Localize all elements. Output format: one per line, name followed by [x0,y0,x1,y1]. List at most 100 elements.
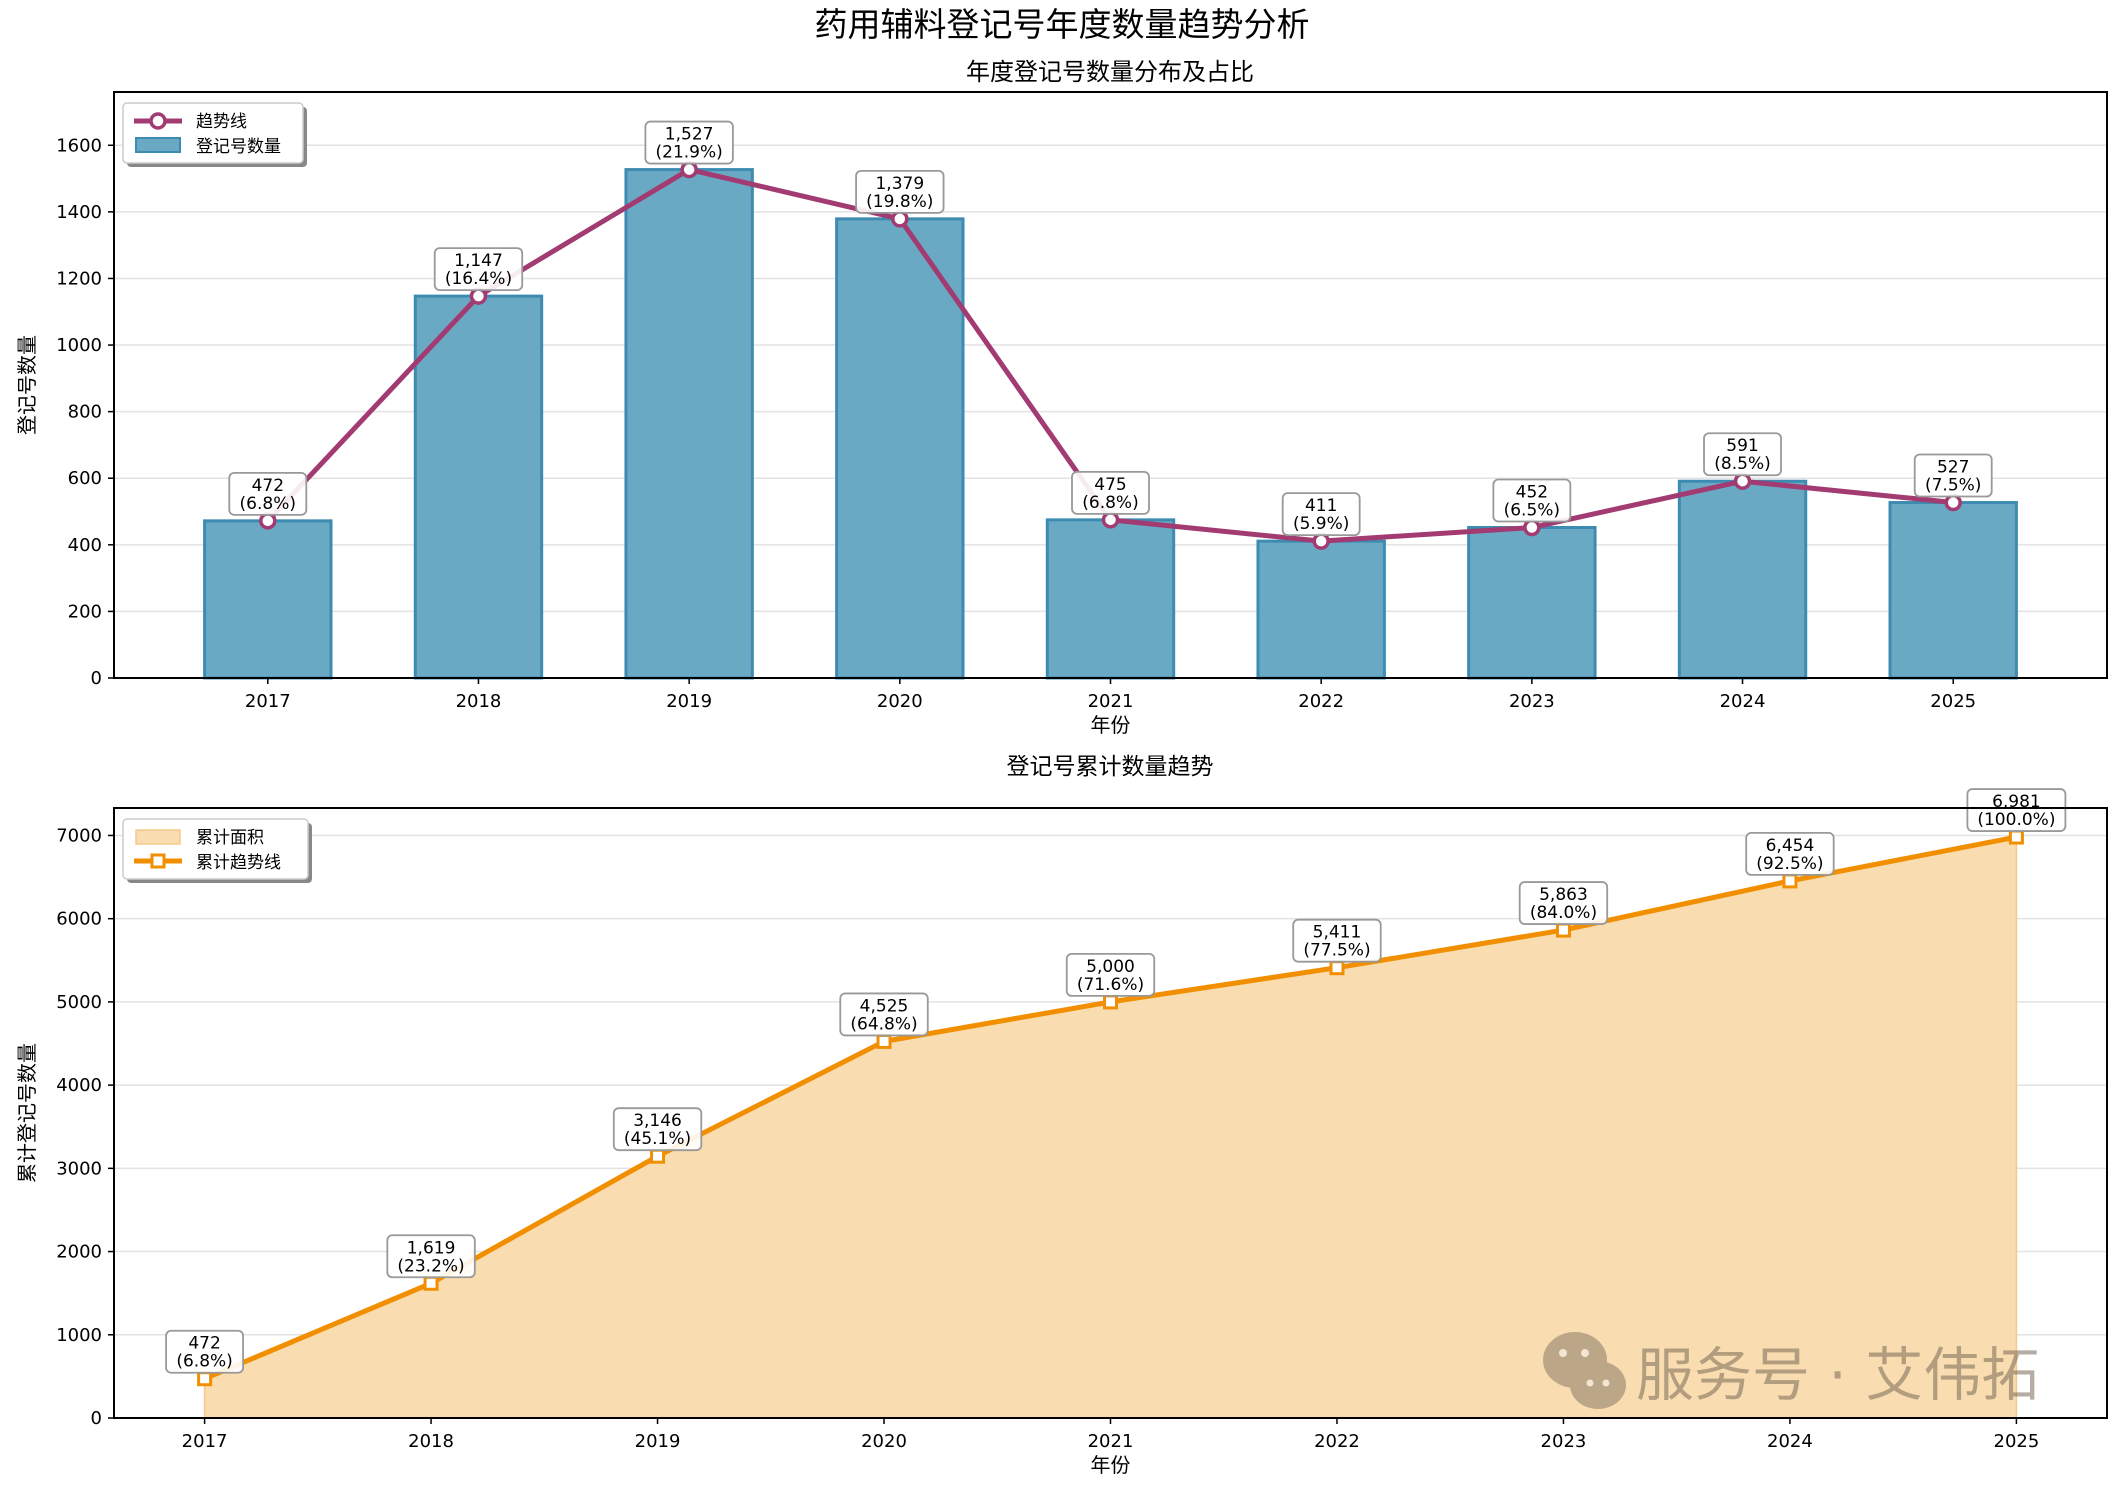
bar [1467,526,1597,680]
y-tick-label: 6000 [56,909,102,930]
data-label: 5,863(84.0%) [1518,881,1609,925]
subplot-title-annual: 年度登记号数量分布及占比 [966,58,1254,86]
trend-marker [1101,511,1120,529]
x-tick-label: 2017 [182,1431,228,1452]
x-tick-label: 2022 [1314,1431,1360,1452]
legend-trend-marker [149,112,167,130]
y-tick-label: 7000 [56,825,102,846]
data-label-value: 6,454 [1766,836,1815,856]
bar [413,294,544,680]
data-label-percent: (5.9%) [1293,514,1349,534]
data-label: 6,981(100.0%) [1966,788,2067,832]
data-label-value: 472 [188,1334,220,1354]
data-label-value: 5,863 [1539,885,1588,905]
x-tick-label: 2023 [1541,1431,1587,1452]
subplot-title-cumulative: 登记号累计数量趋势 [1007,754,1214,780]
data-label: 1,527(21.9%) [644,120,734,165]
cumulative-marker [1555,922,1571,938]
data-label-percent: (92.5%) [1756,854,1823,874]
trend-marker [1312,532,1330,550]
x-tick-label: 2024 [1720,691,1766,712]
y-tick-label: 400 [68,535,102,556]
data-label-value: 4,525 [860,996,909,1016]
x-tick-label: 2018 [456,691,502,712]
data-label-box [644,120,734,165]
bar [835,217,965,680]
data-label-percent: (100.0%) [1977,810,2055,830]
data-label-box [1281,492,1361,537]
x-tick-label: 2020 [861,1431,907,1452]
x-tick-label: 2025 [1994,1431,2040,1452]
data-label-percent: (6.8%) [176,1352,232,1372]
x-tick-label: 2025 [1930,691,1976,712]
y-axis-label: 累计登记号数量 [15,1043,39,1183]
data-label-box [1071,470,1150,515]
data-label-percent: (19.8%) [866,192,933,212]
bar [1256,539,1386,680]
data-label: 411(5.9%) [1281,492,1361,537]
trend-marker [891,210,909,228]
y-tick-label: 3000 [56,1158,102,1179]
data-label: 5,000(71.6%) [1065,953,1156,997]
bar [624,168,754,680]
cumulative-marker [1782,873,1798,889]
legend-bar-swatch [135,137,181,153]
data-label-percent: (6.8%) [1082,493,1138,513]
y-tick-label: 5000 [56,992,102,1013]
cumulative-marker [423,1275,439,1291]
data-label-box [1913,453,1993,498]
trend-marker [1523,518,1541,537]
y-tick-label: 0 [91,668,102,689]
data-label: 6,454(92.5%) [1745,832,1835,876]
data-label-box [839,992,929,1037]
trend-marker [680,160,698,179]
data-label-box [165,1329,244,1374]
legend-label: 累计趋势线 [196,853,281,873]
data-label-box [1745,832,1835,876]
cumulative-marker [1329,960,1345,976]
legend-label: 登记号数量 [196,137,281,157]
x-tick-label: 2019 [666,691,712,712]
data-label-percent: (71.6%) [1077,975,1144,995]
data-label-percent: (64.8%) [850,1014,917,1034]
trend-marker [1944,493,1962,512]
data-label: 5,411(77.5%) [1292,918,1382,963]
data-label-value: 5,411 [1313,923,1362,943]
data-label-box [1703,432,1782,477]
data-label-box [1518,881,1609,925]
data-label-value: 1,527 [665,125,714,145]
y-tick-label: 1000 [56,335,102,356]
data-label-percent: (6.5%) [1504,501,1560,521]
data-label: 3,146(45.1%) [612,1107,703,1152]
cumulative-marker [2008,829,2024,845]
x-tick-label: 2023 [1509,691,1555,712]
data-label-box [612,1107,703,1152]
cumulative-area-chart: 0 1000 2000 3000 4000 5000 6000 7000 472(6.8%) 1,… [15,788,2108,1477]
x-tick-label: 2018 [408,1431,454,1452]
data-label-percent: (77.5%) [1303,941,1370,961]
x-tick-label: 2022 [1298,691,1344,712]
data-label-box [855,169,945,214]
x-tick-label: 2021 [1088,691,1134,712]
trend-marker [259,512,277,530]
bar [1888,501,2018,680]
legend-label: 累计面积 [196,828,264,848]
cumulative-marker [876,1033,892,1049]
bar [1677,479,1808,680]
data-label: 1,379(19.8%) [855,169,945,214]
data-label: 4,525(64.8%) [839,992,929,1037]
data-label-box [433,247,524,292]
data-label-value: 6,981 [1992,792,2041,812]
data-label-percent: (7.5%) [1925,476,1981,496]
legend-area-swatch [135,829,181,845]
y-tick-label: 1200 [56,268,102,289]
watermark: 服务号 · 艾伟拓 [1543,1332,2039,1409]
y-axis-label: 登记号数量 [15,335,39,435]
data-label: 472(6.8%) [165,1329,244,1374]
data-label-percent: (6.8%) [240,494,296,514]
bar [1045,518,1176,680]
data-label-value: 472 [252,476,284,496]
data-label-box [1065,953,1156,997]
